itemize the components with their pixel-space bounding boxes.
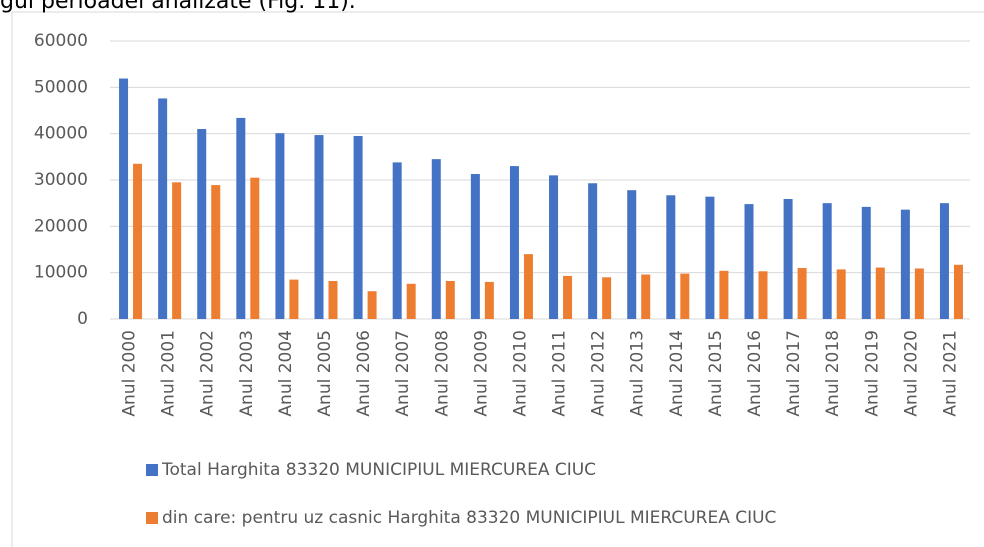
x-tick-label: Anul 2007: [393, 330, 413, 417]
x-tick-label: Anul 2020: [901, 330, 921, 417]
bar: [719, 270, 729, 319]
bar: [836, 269, 846, 319]
x-tick-label: Anul 2011: [550, 330, 570, 417]
bar: [431, 159, 441, 319]
bar: [353, 135, 363, 319]
bar: [158, 98, 168, 319]
x-tick-label: Anul 2006: [354, 330, 374, 417]
x-tick-label: Anul 2018: [823, 330, 843, 417]
bar: [822, 203, 832, 319]
bar: [470, 173, 480, 319]
x-tick-label: Anul 2009: [471, 330, 491, 417]
legend-swatch: [146, 512, 158, 524]
bar: [406, 283, 416, 319]
bar: [236, 117, 246, 319]
bar: [445, 281, 455, 319]
bar: [783, 198, 793, 319]
x-tick-label: Anul 2001: [159, 330, 179, 417]
bar: [744, 204, 754, 319]
bar: [328, 281, 338, 319]
annotation: gul perioadei analizate (Fig. 11).: [0, 0, 356, 14]
legend-swatch: [146, 464, 158, 476]
x-tick-label: Anul 2017: [784, 330, 804, 417]
x-tick-label: Anul 2004: [276, 330, 296, 417]
bar: [367, 291, 377, 319]
bar: [900, 209, 910, 319]
bar: [953, 264, 963, 319]
legend-label: din care: pentru uz casnic Harghita 8332…: [162, 508, 776, 528]
x-tick-label: Anul 2000: [120, 330, 140, 417]
x-tick-label: Anul 2021: [940, 330, 960, 417]
x-tick-label: Anul 2015: [706, 330, 726, 417]
bar: [509, 166, 519, 319]
bar: [875, 267, 885, 319]
x-tick-label: Anul 2008: [432, 330, 452, 417]
x-tick-label: Anul 2003: [237, 330, 257, 417]
y-tick-label: 50000: [34, 77, 88, 97]
x-tick-label: Anul 2014: [667, 330, 687, 417]
bar: [563, 275, 573, 319]
x-tick-label: Anul 2002: [198, 330, 218, 417]
bar: [602, 277, 612, 319]
bar: [641, 274, 651, 319]
bar: [549, 175, 559, 319]
x-tick-label: Anul 2016: [745, 330, 765, 417]
bar: [314, 135, 324, 319]
y-tick-label: 30000: [34, 170, 88, 190]
bar: [914, 268, 924, 319]
bar: [861, 206, 871, 319]
legend-label: Total Harghita 83320 MUNICIPIUL MIERCURE…: [161, 460, 596, 480]
bar: [289, 279, 299, 319]
bar: [588, 183, 598, 319]
x-tick-label: Anul 2019: [862, 330, 882, 417]
bar: [523, 254, 533, 319]
x-tick-label: Anul 2012: [589, 330, 609, 417]
x-tick-label: Anul 2005: [315, 330, 335, 417]
x-tick-label: Anul 2013: [628, 330, 648, 417]
bar: [758, 271, 768, 319]
x-tick-label: Anul 2010: [510, 330, 530, 417]
bar: [211, 185, 221, 319]
y-tick-label: 20000: [34, 216, 88, 236]
bar: [250, 177, 260, 319]
y-tick-label: 40000: [34, 124, 88, 144]
bar: [705, 196, 715, 319]
bar: [392, 162, 402, 319]
bar: [939, 203, 949, 319]
y-tick-label: 10000: [34, 263, 88, 283]
bar: [797, 268, 807, 319]
bar: [627, 190, 637, 319]
bar: [666, 195, 676, 319]
bar: [133, 163, 143, 319]
bar: [484, 281, 494, 319]
y-tick-label: 0: [77, 309, 88, 329]
bar: [119, 78, 129, 319]
bar: [172, 182, 182, 319]
bar: [275, 133, 285, 319]
bar: [197, 129, 207, 319]
y-tick-label: 60000: [34, 31, 88, 51]
bar: [680, 273, 690, 319]
